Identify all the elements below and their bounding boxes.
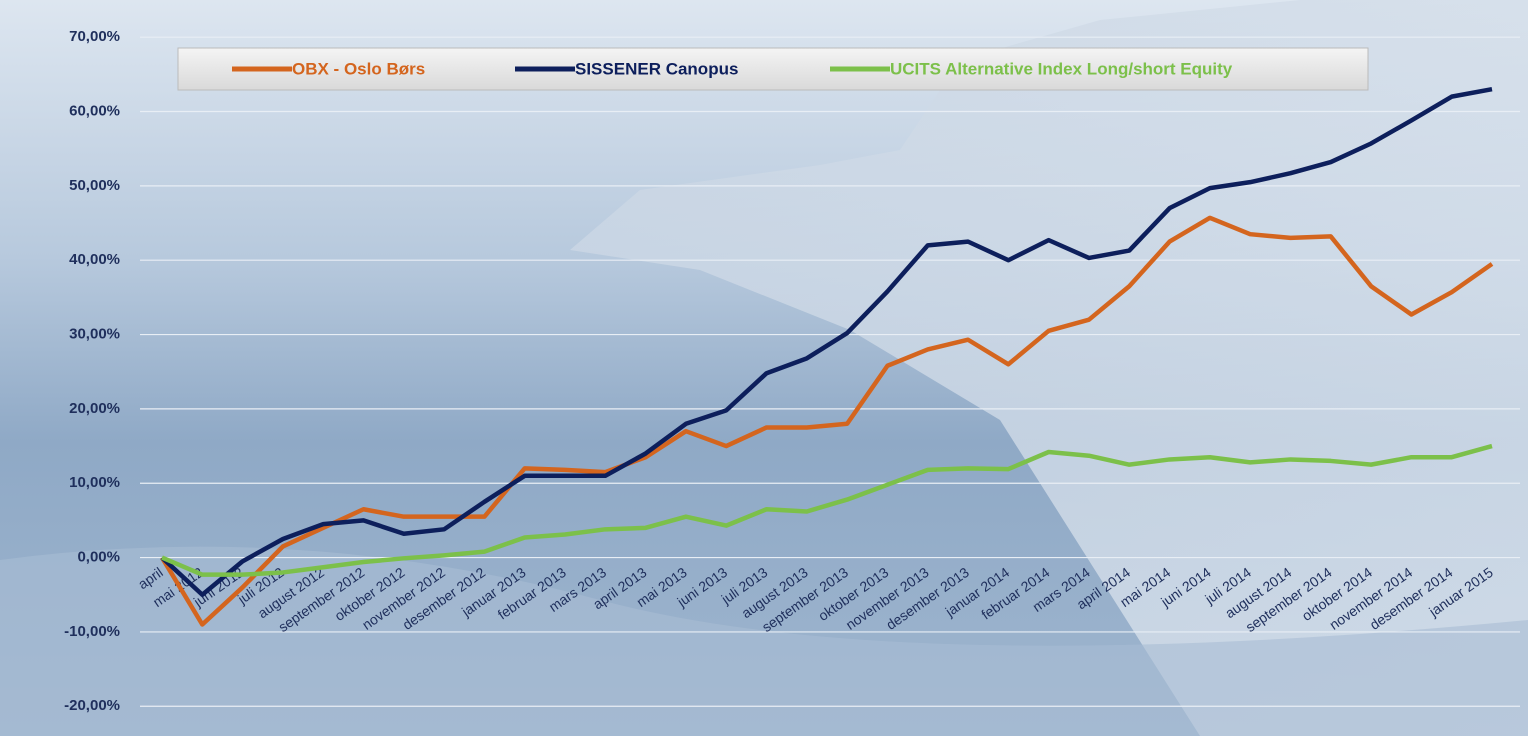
y-tick-label: 0,00% (77, 549, 120, 566)
y-tick-label: 20,00% (69, 400, 120, 417)
legend: OBX - Oslo Børs SISSENER Canopus UCITS Alt… (178, 48, 1368, 90)
legend-label: SISSENER Canopus (575, 59, 738, 78)
page: OBX - Oslo Børs SISSENER Canopus UCITS Alt… (0, 0, 1528, 741)
y-tick-label: 60,00% (69, 102, 120, 119)
legend-label: UCITS Alternative Index Long/short Equit… (890, 59, 1233, 78)
y-tick-label: -10,00% (64, 623, 120, 640)
legend-label: OBX - Oslo Børs (292, 59, 425, 78)
y-tick-label: 10,00% (69, 474, 120, 491)
y-tick-label: 50,00% (69, 177, 120, 194)
y-tick-label: -20,00% (64, 697, 120, 714)
y-tick-label: 40,00% (69, 251, 120, 268)
chart: OBX - Oslo Børs SISSENER Canopus UCITS Alt… (0, 0, 1528, 736)
y-tick-label: 30,00% (69, 326, 120, 343)
y-tick-label: 70,00% (69, 28, 120, 45)
